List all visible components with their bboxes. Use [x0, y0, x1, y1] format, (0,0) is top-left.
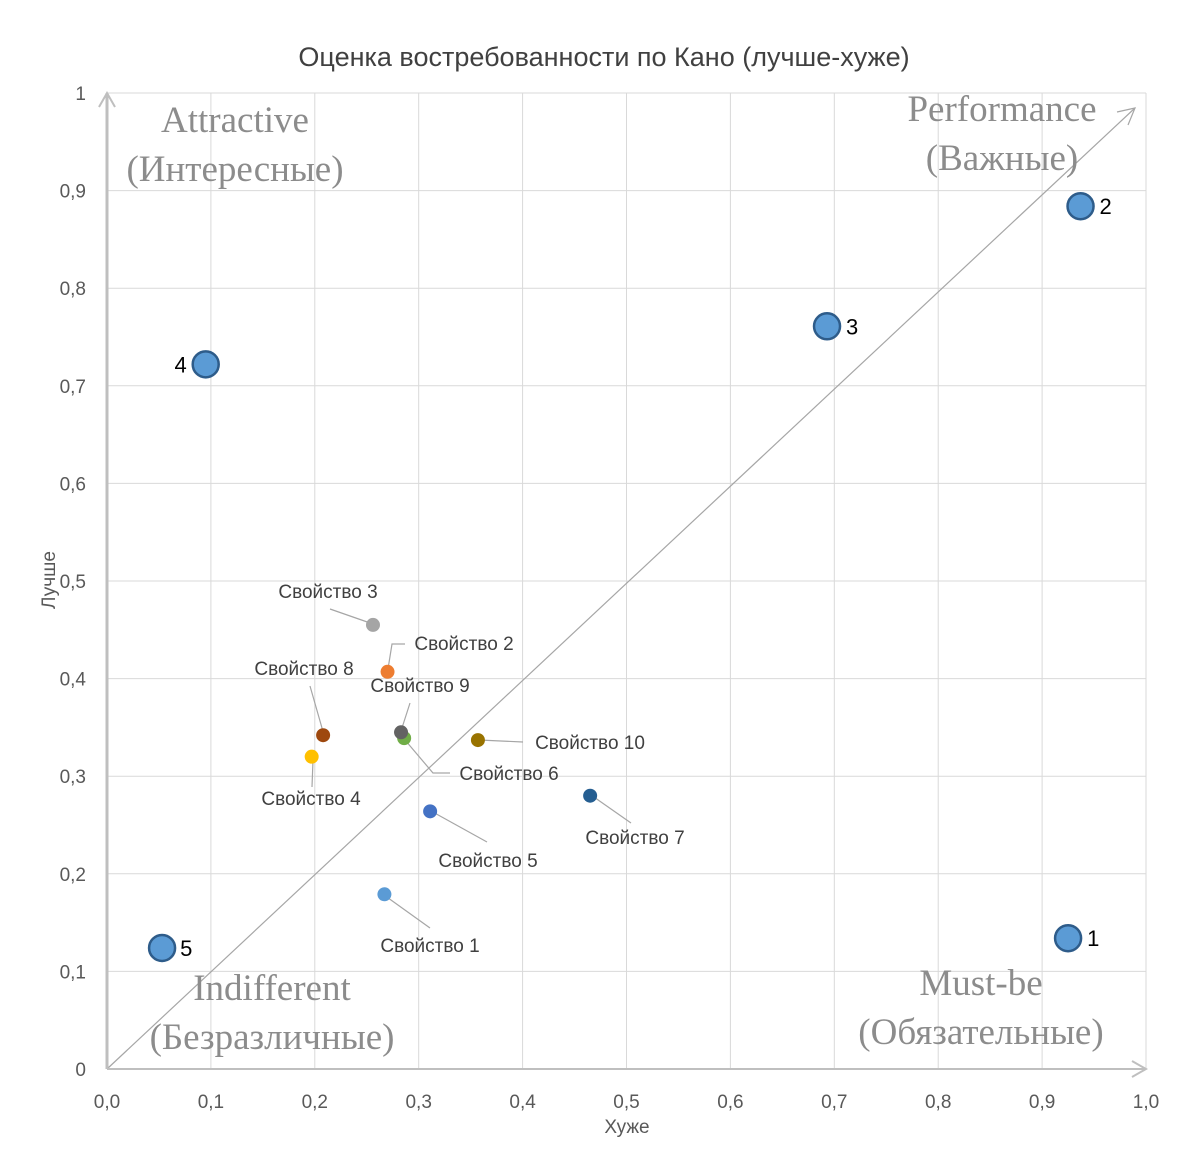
- y-tick-label: 0,6: [60, 474, 86, 495]
- x-tick-label: 0,9: [1029, 1092, 1055, 1113]
- point-label-свойство-9: Свойство 9: [370, 676, 469, 697]
- x-tick-label: 0,1: [198, 1092, 224, 1113]
- point-свойство-10: [470, 733, 485, 748]
- y-tick-label: 0,1: [60, 962, 86, 983]
- point-label-свойство-7: Свойство 7: [585, 828, 684, 849]
- axes: [98, 90, 1149, 1078]
- y-tick-label: 0: [75, 1060, 86, 1081]
- point-свойство-8: [316, 728, 331, 743]
- leader-line-свойство-10: [478, 739, 524, 743]
- point-label-свойство-1: Свойство 1: [380, 936, 479, 957]
- y-tick-label: 0,4: [60, 670, 87, 691]
- point-label-свойство-3: Свойство 3: [278, 582, 377, 603]
- quadrant-bottom-right-title: Must-be: [919, 963, 1042, 1004]
- tick-labels: 0,0 0,1 0,2 0,3 0,4 0,5 0,6 0,7 0,8 0,9 1,0 0 0,1 0,2…: [60, 84, 1160, 1113]
- leader-line-свойство-2: [387, 643, 405, 670]
- diagonal-arrow: [106, 107, 1136, 1070]
- reference-point-3: [812, 312, 842, 341]
- y-tick-label: 0,9: [60, 182, 86, 203]
- quadrant-labels: Attractive (Интересные) Performance (Важные…: [126, 89, 1103, 1058]
- series-points: Свойство 1 Свойство 2 Свойство 3 Свойство 4…: [254, 582, 684, 957]
- leader-lines: [309, 608, 632, 929]
- x-tick-label: 0,0: [94, 1092, 120, 1113]
- reference-point-label-5: 5: [180, 936, 192, 961]
- point-label-свойство-10: Свойство 10: [535, 733, 645, 754]
- x-tick-label: 0,5: [613, 1092, 639, 1113]
- point-label-свойство-5: Свойство 5: [438, 851, 537, 872]
- point-label-свойство-6: Свойство 6: [459, 764, 558, 785]
- y-tick-label: 0,5: [60, 572, 86, 593]
- quadrant-top-right-title: Performance: [907, 89, 1096, 130]
- x-tick-label: 0,3: [405, 1092, 431, 1113]
- leader-line-свойство-4: [311, 759, 314, 788]
- diagonal-arrow-icon: [1116, 107, 1136, 126]
- diagonal-line: [106, 107, 1136, 1070]
- point-свойство-5: [423, 804, 438, 819]
- x-tick-label: 0,4: [509, 1092, 536, 1113]
- x-axis-arrow-icon: [1131, 1060, 1149, 1078]
- reference-point-label-4: 4: [174, 352, 186, 377]
- point-свойство-7: [583, 788, 598, 803]
- leader-line-свойство-6: [404, 739, 450, 774]
- leader-line-свойство-8: [309, 685, 325, 736]
- point-свойство-9: [394, 725, 409, 740]
- reference-point-label-3: 3: [846, 314, 858, 339]
- reference-point-4: [191, 350, 220, 379]
- grid: [107, 92, 1147, 1069]
- y-tick-label: 0,2: [60, 865, 86, 886]
- reference-points: 1 2 3 4 5: [147, 191, 1112, 963]
- y-axis-arrow-icon: [98, 90, 116, 108]
- point-свойство-3: [365, 617, 380, 632]
- reference-point-1: [1053, 923, 1083, 953]
- quadrant-top-left-title: Attractive: [161, 100, 309, 141]
- quadrant-top-right-subtitle: (Важные): [926, 138, 1078, 179]
- point-свойство-2: [380, 664, 395, 679]
- x-tick-label: 0,2: [302, 1092, 328, 1113]
- quadrant-bottom-left-title: Indifferent: [193, 968, 351, 1009]
- y-axis-title: Лучше: [39, 551, 60, 609]
- reference-point-2: [1066, 191, 1095, 221]
- point-свойство-4: [304, 749, 319, 764]
- reference-point-label-2: 2: [1100, 194, 1112, 219]
- y-tick-label: 1: [75, 84, 86, 105]
- y-tick-label: 0,7: [60, 377, 86, 398]
- leader-line-свойство-7: [590, 794, 632, 824]
- quadrant-bottom-left-subtitle: (Безразличные): [150, 1017, 395, 1058]
- point-label-свойство-4: Свойство 4: [261, 789, 361, 810]
- reference-point-label-1: 1: [1087, 926, 1099, 951]
- y-tick-label: 0,8: [60, 279, 86, 300]
- y-tick-label: 0,3: [60, 767, 86, 788]
- leader-line-свойство-1: [383, 894, 431, 929]
- reference-point-5: [147, 933, 177, 963]
- leader-line-свойство-5: [430, 810, 488, 843]
- x-tick-label: 1,0: [1133, 1092, 1159, 1113]
- point-свойство-1: [377, 887, 392, 902]
- chart-title: Оценка востребованности по Кано (лучше-х…: [298, 42, 909, 72]
- x-axis-title: Хуже: [604, 1117, 649, 1138]
- x-tick-label: 0,7: [821, 1092, 847, 1113]
- quadrant-top-left-subtitle: (Интересные): [126, 149, 343, 190]
- x-tick-label: 0,6: [717, 1092, 743, 1113]
- quadrant-bottom-right-subtitle: (Обязательные): [858, 1012, 1103, 1053]
- x-tick-label: 0,8: [925, 1092, 951, 1113]
- point-label-свойство-8: Свойство 8: [254, 659, 353, 680]
- leader-line-свойство-3: [329, 608, 374, 625]
- point-label-свойство-2: Свойство 2: [414, 634, 513, 655]
